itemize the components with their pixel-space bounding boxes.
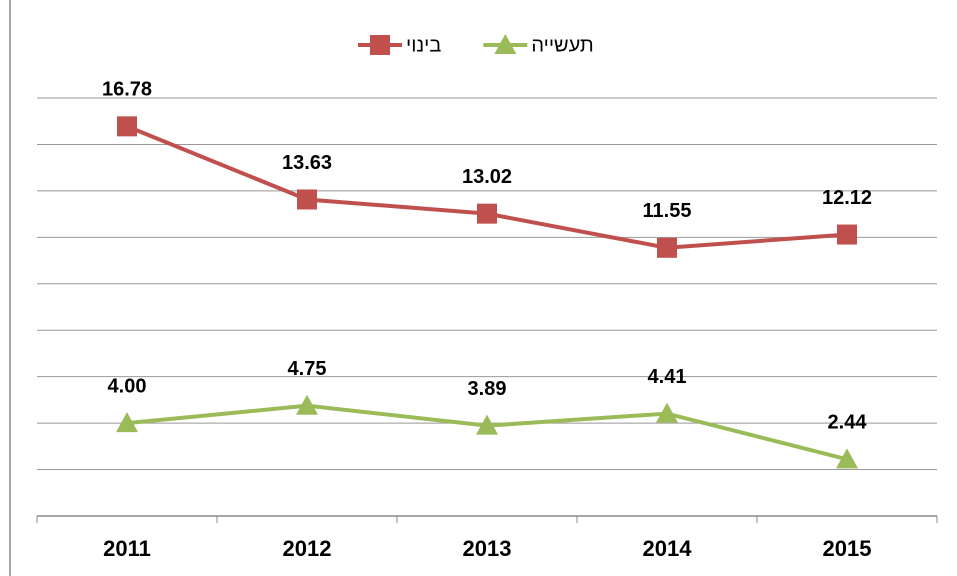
data-point [656, 402, 678, 423]
legend-label: תעשייה [531, 34, 593, 56]
x-tick-label: 2015 [823, 536, 872, 561]
data-label: 2.44 [828, 412, 868, 434]
data-label: 4.00 [108, 375, 147, 397]
legend-marker [494, 34, 517, 54]
data-point [837, 224, 857, 245]
data-point [117, 116, 137, 137]
data-label: 4.41 [648, 366, 687, 388]
x-tick-label: 2014 [643, 536, 693, 561]
data-point [297, 189, 317, 210]
data-label: 3.89 [468, 378, 507, 400]
data-point [116, 412, 138, 433]
x-tick-label: 2012 [283, 536, 332, 561]
data-point [836, 448, 858, 469]
data-point [477, 203, 497, 224]
legend-label: בינוי [406, 34, 441, 56]
data-label: 12.12 [822, 187, 872, 209]
data-label: 13.02 [462, 166, 512, 188]
x-tick-label: 2013 [463, 536, 512, 561]
data-label: 16.78 [102, 79, 152, 101]
data-point [657, 237, 677, 258]
data-point [476, 414, 498, 435]
data-label: 13.63 [282, 152, 332, 174]
x-tick-label: 2011 [103, 536, 151, 561]
legend-marker [370, 35, 390, 55]
data-label: 11.55 [643, 200, 692, 222]
data-point [296, 394, 318, 415]
data-label: 4.75 [288, 358, 327, 380]
